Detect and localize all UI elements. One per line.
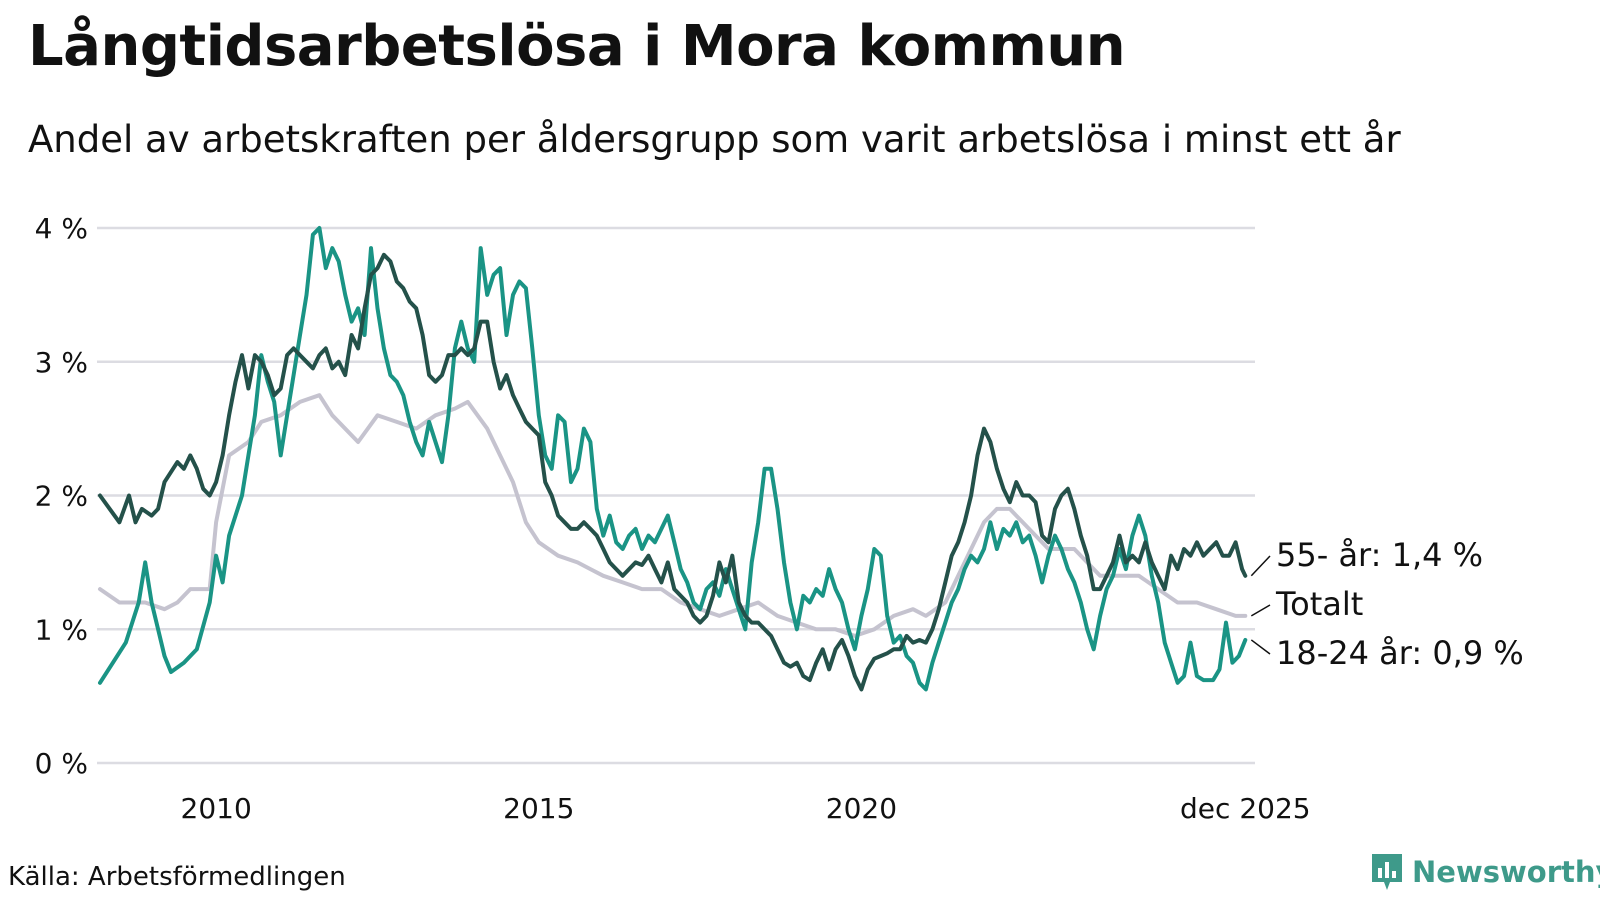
y-tick-label: 0 % xyxy=(35,747,88,780)
brand-logo[interactable]: Newsworthy xyxy=(1370,852,1600,892)
y-tick-label: 2 % xyxy=(35,480,88,513)
label-leader-line xyxy=(1250,604,1271,617)
x-tick-label: 2015 xyxy=(503,792,574,825)
x-axis-tick-labels: 2010 2015 2020 dec 2025 xyxy=(181,792,1311,825)
x-tick-label: 2020 xyxy=(826,792,897,825)
brand-name: Newsworthy xyxy=(1412,855,1600,889)
series-line-18-24-r xyxy=(98,226,1248,692)
y-axis-tick-labels: 0 % 1 % 2 % 3 % 4 % xyxy=(35,212,88,780)
label-leader-line xyxy=(1250,639,1271,655)
y-tick-label: 3 % xyxy=(35,346,88,379)
x-tick-label: 2010 xyxy=(181,792,252,825)
series-lines xyxy=(98,226,1248,692)
series-end-label: Totalt xyxy=(1275,585,1363,623)
series-end-label: 55- år: 1,4 % xyxy=(1276,536,1483,574)
chart-subtitle: Andel av arbetskraften per åldersgrupp s… xyxy=(28,118,1401,161)
y-tick-label: 1 % xyxy=(35,613,88,646)
newsworthy-logo-icon xyxy=(1372,854,1402,890)
gridlines xyxy=(97,226,1255,765)
series-line-totalt xyxy=(98,393,1248,638)
chart-title: Långtidsarbetslösa i Mora kommun xyxy=(28,14,1126,79)
series-end-label: 18-24 år: 0,9 % xyxy=(1276,634,1524,672)
source-note: Källa: Arbetsförmedlingen xyxy=(8,862,346,892)
label-leader-line xyxy=(1250,555,1271,577)
x-tick-label: dec 2025 xyxy=(1180,792,1311,825)
series-line-55-r xyxy=(98,252,1248,692)
y-tick-label: 4 % xyxy=(35,212,88,245)
series-end-labels: Totalt 18-24 år: 0,9 % 55- år: 1,4 % xyxy=(1250,536,1524,672)
